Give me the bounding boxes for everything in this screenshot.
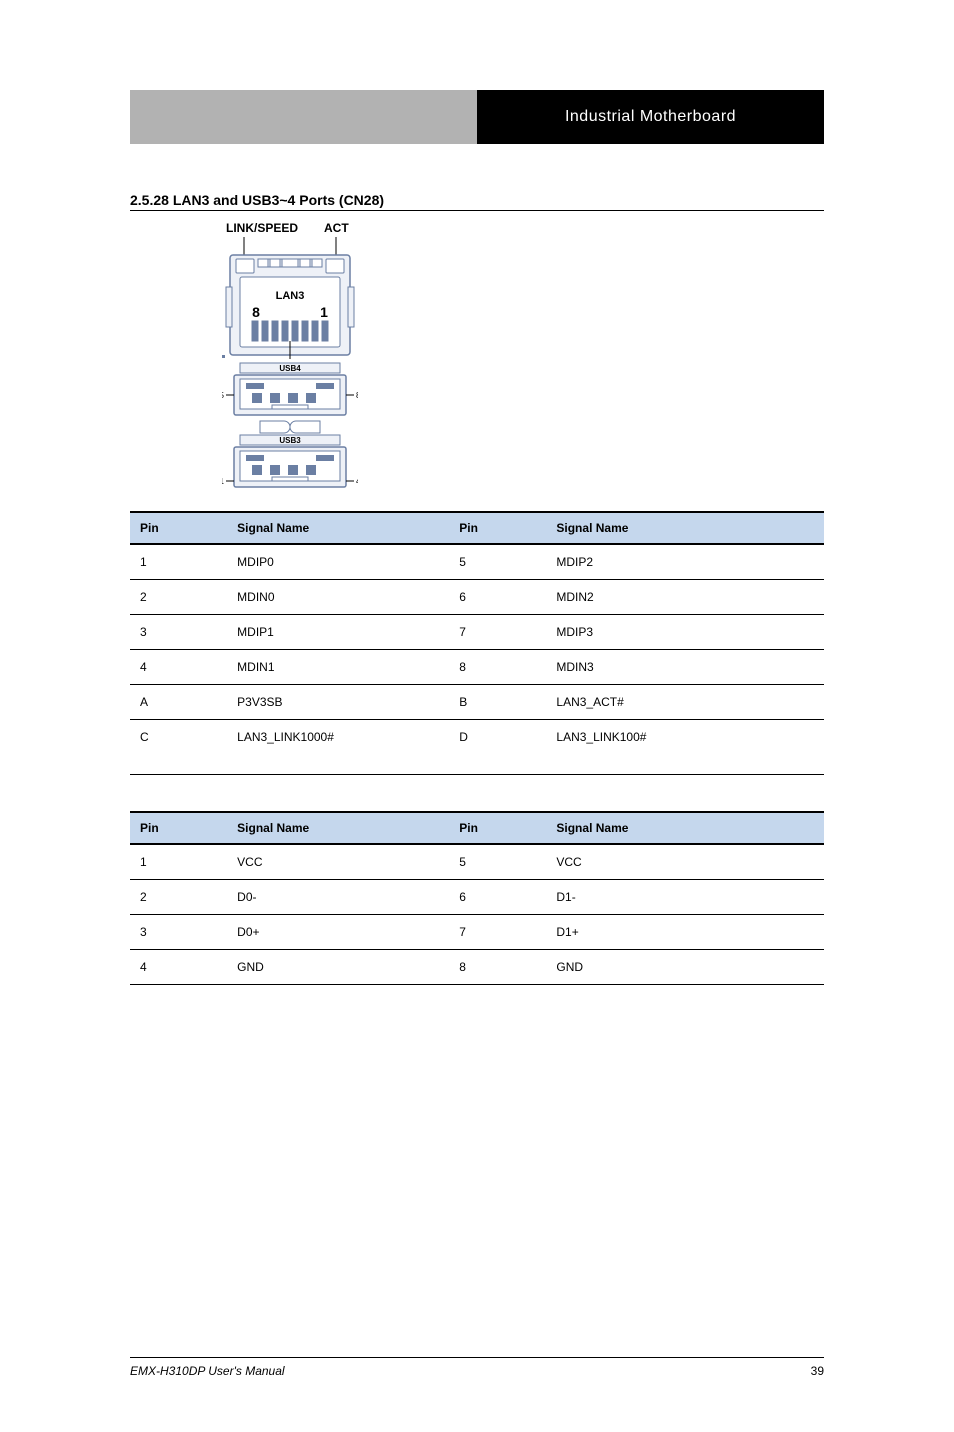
cell: 5 — [449, 544, 546, 580]
header-banner-left — [130, 90, 477, 144]
diagram-usb4-pin8: 8 — [356, 391, 358, 400]
cell: 7 — [449, 915, 546, 950]
cell: MDIN3 — [546, 650, 824, 685]
cell: MDIP2 — [546, 544, 824, 580]
rj45-usb-diagram-svg: LAN3 8 1 — [222, 237, 358, 497]
diagram-usb3-pin1: 1 — [222, 477, 225, 486]
footer-page-number: 39 — [811, 1364, 824, 1378]
cell: LAN3_ACT# — [546, 685, 824, 720]
cell: D1- — [546, 880, 824, 915]
lan-table-body: 1 MDIP0 5 MDIP2 2 MDIN0 6 MDIN2 3 MDIP1 … — [130, 544, 824, 775]
th-pin2: Pin — [449, 512, 546, 544]
cell: VCC — [227, 844, 449, 880]
cell: 3 — [130, 915, 227, 950]
diagram-lan-pin1: 1 — [320, 304, 328, 320]
cell: A — [130, 685, 227, 720]
label-link-speed: LINK/SPEED — [226, 221, 298, 235]
label-act: ACT — [324, 221, 349, 235]
lan-pinout-table: Pin Signal Name Pin Signal Name 1 MDIP0 … — [130, 511, 824, 775]
cell: 2 — [130, 880, 227, 915]
header-banner-right: Industrial Motherboard — [477, 90, 824, 144]
cell: D0- — [227, 880, 449, 915]
section-title: 2.5.28 LAN3 and USB3~4 Ports (CN28) — [130, 192, 824, 208]
cell: C — [130, 720, 227, 775]
th-sig2: Signal Name — [546, 512, 824, 544]
cell: 6 — [449, 880, 546, 915]
cell: GND — [227, 950, 449, 985]
cell: 8 — [449, 950, 546, 985]
cell: MDIN0 — [227, 580, 449, 615]
cell: LAN3_LINK100# — [546, 720, 824, 775]
table-row: 4 GND 8 GND — [130, 950, 824, 985]
th-sig: Signal Name — [227, 812, 449, 844]
cell: MDIN1 — [227, 650, 449, 685]
diagram-usb3-pin4: 4 — [356, 477, 358, 486]
table-row: 4 MDIN1 8 MDIN3 — [130, 650, 824, 685]
table-row: 3 D0+ 7 D1+ — [130, 915, 824, 950]
cell: P3V3SB — [227, 685, 449, 720]
diagram-lan-pin8: 8 — [252, 304, 260, 320]
cell: 4 — [130, 650, 227, 685]
table-row: 1 MDIP0 5 MDIP2 — [130, 544, 824, 580]
diagram-usb4-pin5: 5 — [222, 391, 225, 400]
cell: 1 — [130, 844, 227, 880]
cell: 6 — [449, 580, 546, 615]
cell: 7 — [449, 615, 546, 650]
cell: D1+ — [546, 915, 824, 950]
cell: D — [449, 720, 546, 775]
header-banner: Industrial Motherboard — [130, 90, 824, 144]
cell: 8 — [449, 650, 546, 685]
cell: MDIP3 — [546, 615, 824, 650]
header-right-text: Industrial Motherboard — [565, 108, 736, 126]
page-footer: EMX-H310DP User's Manual 39 — [130, 1357, 824, 1378]
table-header-row: Pin Signal Name Pin Signal Name — [130, 512, 824, 544]
table-row: A P3V3SB B LAN3_ACT# — [130, 685, 824, 720]
table-row: C LAN3_LINK1000# D LAN3_LINK100# — [130, 720, 824, 775]
diagram-usb4-label: USB4 — [279, 364, 301, 373]
diagram-lan-label: LAN3 — [276, 290, 305, 302]
usb-table-body: 1 VCC 5 VCC 2 D0- 6 D1- 3 D0+ 7 D1+ 4 GN… — [130, 844, 824, 985]
connector-diagram: LAN3 8 1 — [222, 237, 358, 497]
cell: LAN3_LINK1000# — [227, 720, 449, 775]
cell: B — [449, 685, 546, 720]
cell: 3 — [130, 615, 227, 650]
section-rule — [130, 210, 824, 211]
th-sig2: Signal Name — [546, 812, 824, 844]
table-row: 2 MDIN0 6 MDIN2 — [130, 580, 824, 615]
footer-manual-title: EMX-H310DP User's Manual — [130, 1364, 285, 1378]
diagram-usb3-label: USB3 — [279, 436, 301, 445]
page: Industrial Motherboard 2.5.28 LAN3 and U… — [0, 0, 954, 1432]
table-row: 1 VCC 5 VCC — [130, 844, 824, 880]
cell: MDIP1 — [227, 615, 449, 650]
cell: 4 — [130, 950, 227, 985]
cell: 1 — [130, 544, 227, 580]
cell: MDIN2 — [546, 580, 824, 615]
th-pin: Pin — [130, 512, 227, 544]
cell: VCC — [546, 844, 824, 880]
usb-pinout-table: Pin Signal Name Pin Signal Name 1 VCC 5 … — [130, 811, 824, 985]
th-pin: Pin — [130, 812, 227, 844]
cell: MDIP0 — [227, 544, 449, 580]
th-sig: Signal Name — [227, 512, 449, 544]
table-row: 3 MDIP1 7 MDIP3 — [130, 615, 824, 650]
connector-figure: LINK/SPEED ACT L — [222, 221, 824, 497]
cell: GND — [546, 950, 824, 985]
figure-top-labels: LINK/SPEED ACT — [226, 221, 824, 235]
cell: 2 — [130, 580, 227, 615]
th-pin2: Pin — [449, 812, 546, 844]
table-row: 2 D0- 6 D1- — [130, 880, 824, 915]
table-header-row: Pin Signal Name Pin Signal Name — [130, 812, 824, 844]
cell: 5 — [449, 844, 546, 880]
cell: D0+ — [227, 915, 449, 950]
